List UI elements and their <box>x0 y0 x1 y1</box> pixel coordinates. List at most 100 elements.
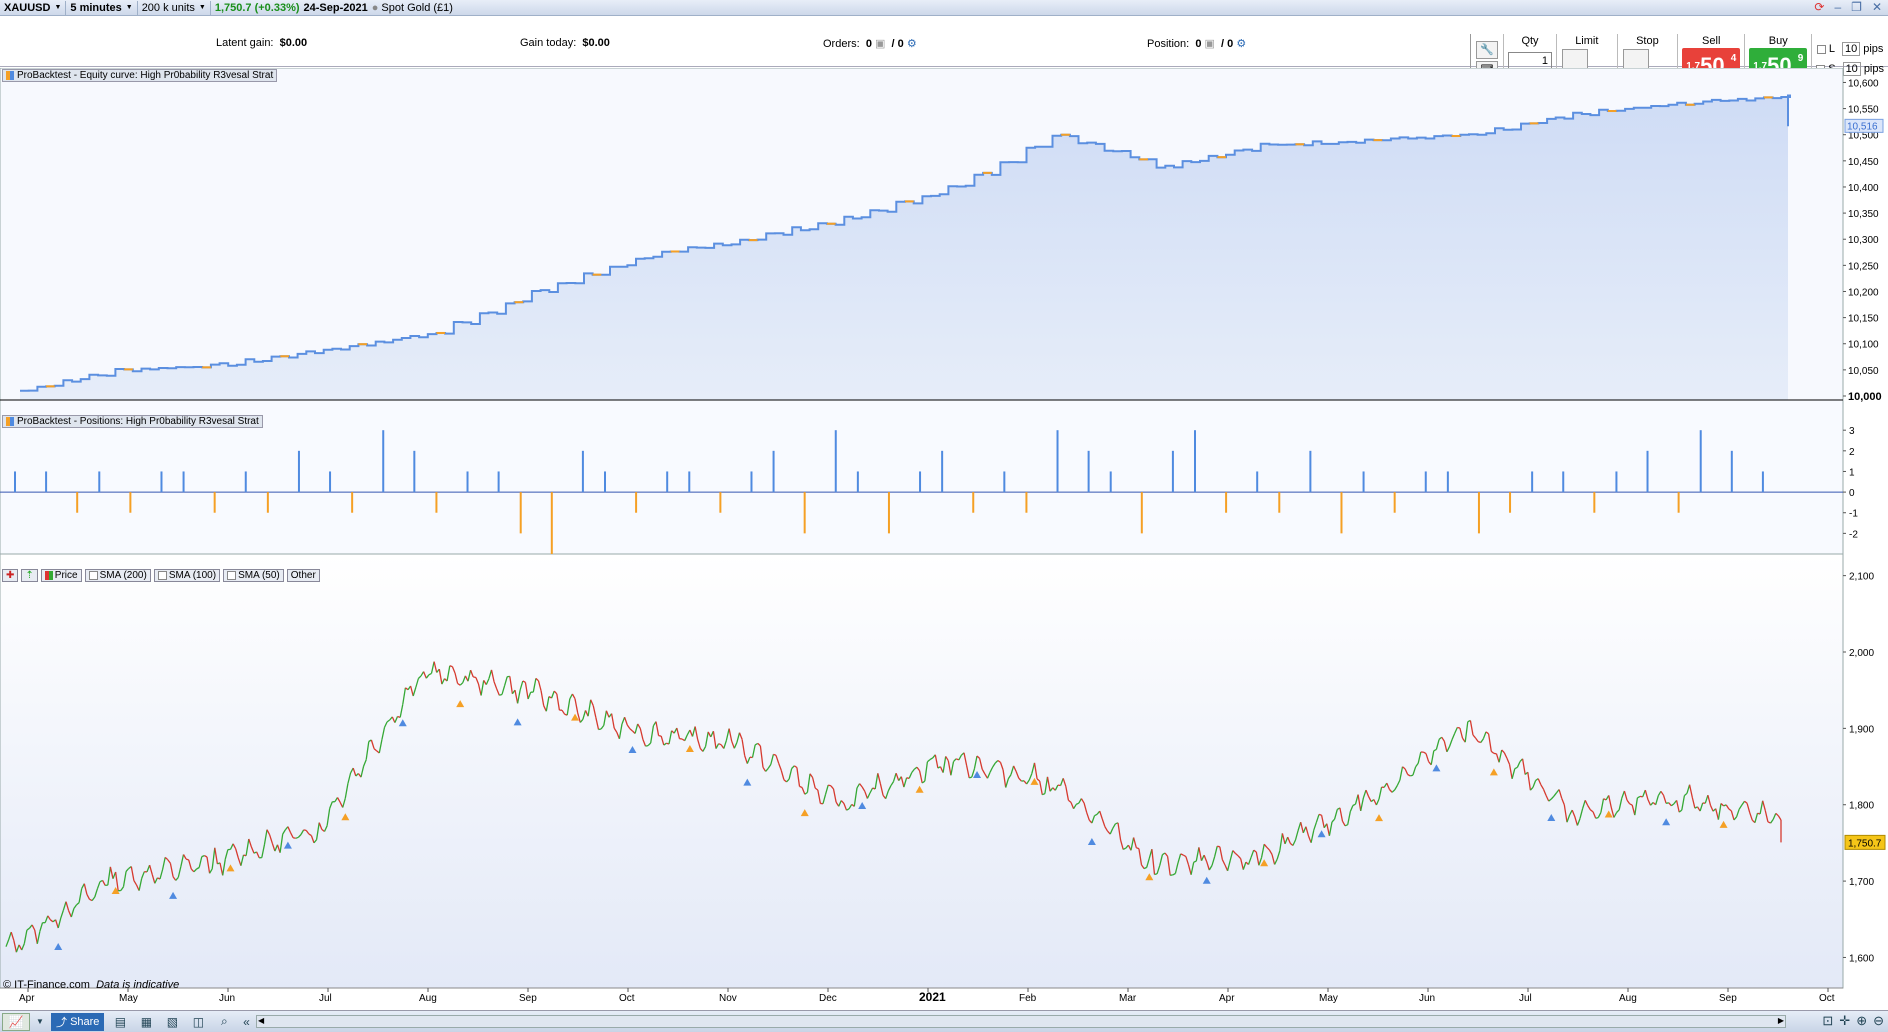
positions-panel-title[interactable]: ProBacktest - Positions: High Pr0babilit… <box>2 415 263 428</box>
zoom-in-icon[interactable]: ⊕ <box>1856 1013 1868 1028</box>
position-bar <box>160 471 163 493</box>
price-candle-segment <box>7 931 12 941</box>
scanner-icon[interactable]: ⌕ <box>221 1014 228 1028</box>
position-bar <box>1362 471 1365 493</box>
price-candle-segment <box>655 721 660 736</box>
price-candle-segment <box>1472 734 1477 739</box>
chart-type-icon[interactable]: 📈 <box>2 1012 30 1031</box>
l-pips-input[interactable]: 10 <box>1841 42 1861 56</box>
price-candle-segment <box>1247 857 1252 865</box>
chart-area[interactable]: 10,600 10,550 10,500 10,450 10,400 10,350 10,3… <box>0 68 1888 1010</box>
position-bar <box>1393 492 1396 513</box>
price-candle-segment <box>1206 861 1210 871</box>
price-candle-segment <box>1049 787 1054 792</box>
price-candle-segment <box>524 682 529 700</box>
scroll-left-icon[interactable]: ◀ <box>258 1016 265 1025</box>
price-candle-segment <box>1065 786 1070 801</box>
price-candle-segment <box>605 710 610 718</box>
position-list-icon[interactable]: ▣ <box>1204 38 1215 50</box>
l-checkbox[interactable] <box>1816 44 1826 54</box>
price-candle-segment <box>261 844 266 858</box>
price-candle-segment <box>550 690 555 699</box>
zoom-fit-icon[interactable]: ⊡ <box>1822 1013 1834 1028</box>
price-candle-segment <box>229 843 234 850</box>
price-candle-segment <box>412 687 417 697</box>
price-candle-segment <box>1271 854 1276 865</box>
price-candle-segment <box>1475 737 1479 742</box>
price-candle-segment <box>1274 858 1278 865</box>
price-candle-segment <box>15 944 20 953</box>
price-candle-segment <box>245 838 250 856</box>
timeframe-dropdown[interactable]: 5 minutes ▼ <box>66 0 138 15</box>
trade-arrow-icon <box>513 718 522 726</box>
sma100-checkbox <box>157 571 167 580</box>
double-chevron-left-icon[interactable]: « <box>243 1014 250 1029</box>
price-candle-segment <box>310 835 315 844</box>
top-toolbar: XAUUSD ▼ 5 minutes ▼ 200 k units ▼ 1,750.7 … <box>0 0 1888 16</box>
price-candle-segment <box>1725 804 1730 810</box>
price-candle-segment <box>457 682 461 686</box>
equity-tick-label: 10,600 <box>1848 78 1879 89</box>
price-candle-segment <box>765 767 769 772</box>
zoom-out-icon[interactable]: ⊖ <box>1873 1013 1884 1028</box>
price-candle-segment <box>1503 752 1508 759</box>
trade-arrow-icon <box>341 813 350 821</box>
price-candle-segment <box>188 859 192 870</box>
gear-icon[interactable]: ⚙ <box>906 38 917 50</box>
scroll-right-icon[interactable]: ▶ <box>1777 1016 1784 1025</box>
legend-other[interactable]: Other <box>286 569 320 582</box>
x-tick-label: May <box>1319 993 1338 1004</box>
price-candle-segment <box>978 758 983 770</box>
price-candle-segment <box>1018 777 1022 782</box>
price-candle-segment <box>579 718 584 723</box>
equity-panel-title[interactable]: ProBacktest - Equity curve: High Pr0babi… <box>2 69 278 82</box>
backtest-icon[interactable]: ◫ <box>192 1014 205 1029</box>
price-candle-segment <box>1777 815 1782 821</box>
price-candle-segment <box>76 902 80 906</box>
price-candle-segment <box>830 785 834 790</box>
price-change: 1,750.7 (+0.33%) <box>214 1 300 14</box>
legend-sma200[interactable]: SMA (200) <box>84 569 151 582</box>
price-candle-segment <box>861 786 866 792</box>
positions-tick-label: 3 <box>1849 426 1855 437</box>
price-candle-segment <box>1576 818 1581 826</box>
orders-list-icon[interactable]: ▣ <box>875 38 886 50</box>
price-candle-segment <box>1007 774 1012 779</box>
price-candle-segment <box>840 800 845 804</box>
wrench-icon[interactable]: 🔧 <box>1476 41 1498 59</box>
x-tick-label: Jul <box>1519 993 1532 1004</box>
units-dropdown[interactable]: 200 k units ▼ <box>138 0 211 15</box>
price-candle-segment <box>637 723 641 729</box>
symbol-dropdown[interactable]: XAUUSD ▼ <box>0 0 67 15</box>
share-button[interactable]: ⤴ Share <box>51 1012 105 1031</box>
price-candle-segment <box>18 944 23 951</box>
equity-title-text: ProBacktest - Equity curve: High Pr0babi… <box>17 69 274 81</box>
price-candle-segment <box>1592 811 1597 819</box>
price-candle-segment <box>835 801 840 807</box>
close-panel-icon[interactable]: ✚ <box>2 569 19 582</box>
legend-price[interactable]: Price <box>40 569 82 582</box>
minimize-icon[interactable]: – <box>1834 0 1842 14</box>
export-icon[interactable]: ▤ <box>114 1014 127 1029</box>
price-candle-segment <box>1558 789 1563 799</box>
strategy-icon[interactable]: ▧ <box>166 1014 179 1029</box>
gear-icon[interactable]: ⚙ <box>1236 38 1247 50</box>
orders-total: / 0 <box>891 38 904 50</box>
legend-sma100[interactable]: SMA (100) <box>153 569 221 582</box>
crosshair-icon[interactable]: ✛ <box>1839 1013 1851 1028</box>
sell-price-small: 4 <box>1730 53 1737 64</box>
price-candle-segment <box>125 868 130 872</box>
indicators-icon[interactable]: ▦ <box>140 1014 153 1029</box>
price-candle-segment <box>196 866 200 870</box>
position-bar <box>1087 450 1090 493</box>
close-icon[interactable]: ✕ <box>1871 0 1882 14</box>
legend-sma50[interactable]: SMA (50) <box>223 569 284 582</box>
horizontal-scrollbar[interactable]: ◀ ▶ <box>256 1015 1786 1028</box>
price-candle-segment <box>1618 798 1623 810</box>
chevron-down-icon[interactable]: ▼ <box>36 1017 44 1026</box>
refresh-icon[interactable]: ⟳ <box>1814 0 1825 14</box>
restore-icon[interactable]: ❐ <box>1851 0 1862 14</box>
add-indicator-icon[interactable]: ⇡ <box>21 569 38 582</box>
price-candle-segment <box>715 743 720 749</box>
price-candle-segment <box>1670 803 1675 807</box>
